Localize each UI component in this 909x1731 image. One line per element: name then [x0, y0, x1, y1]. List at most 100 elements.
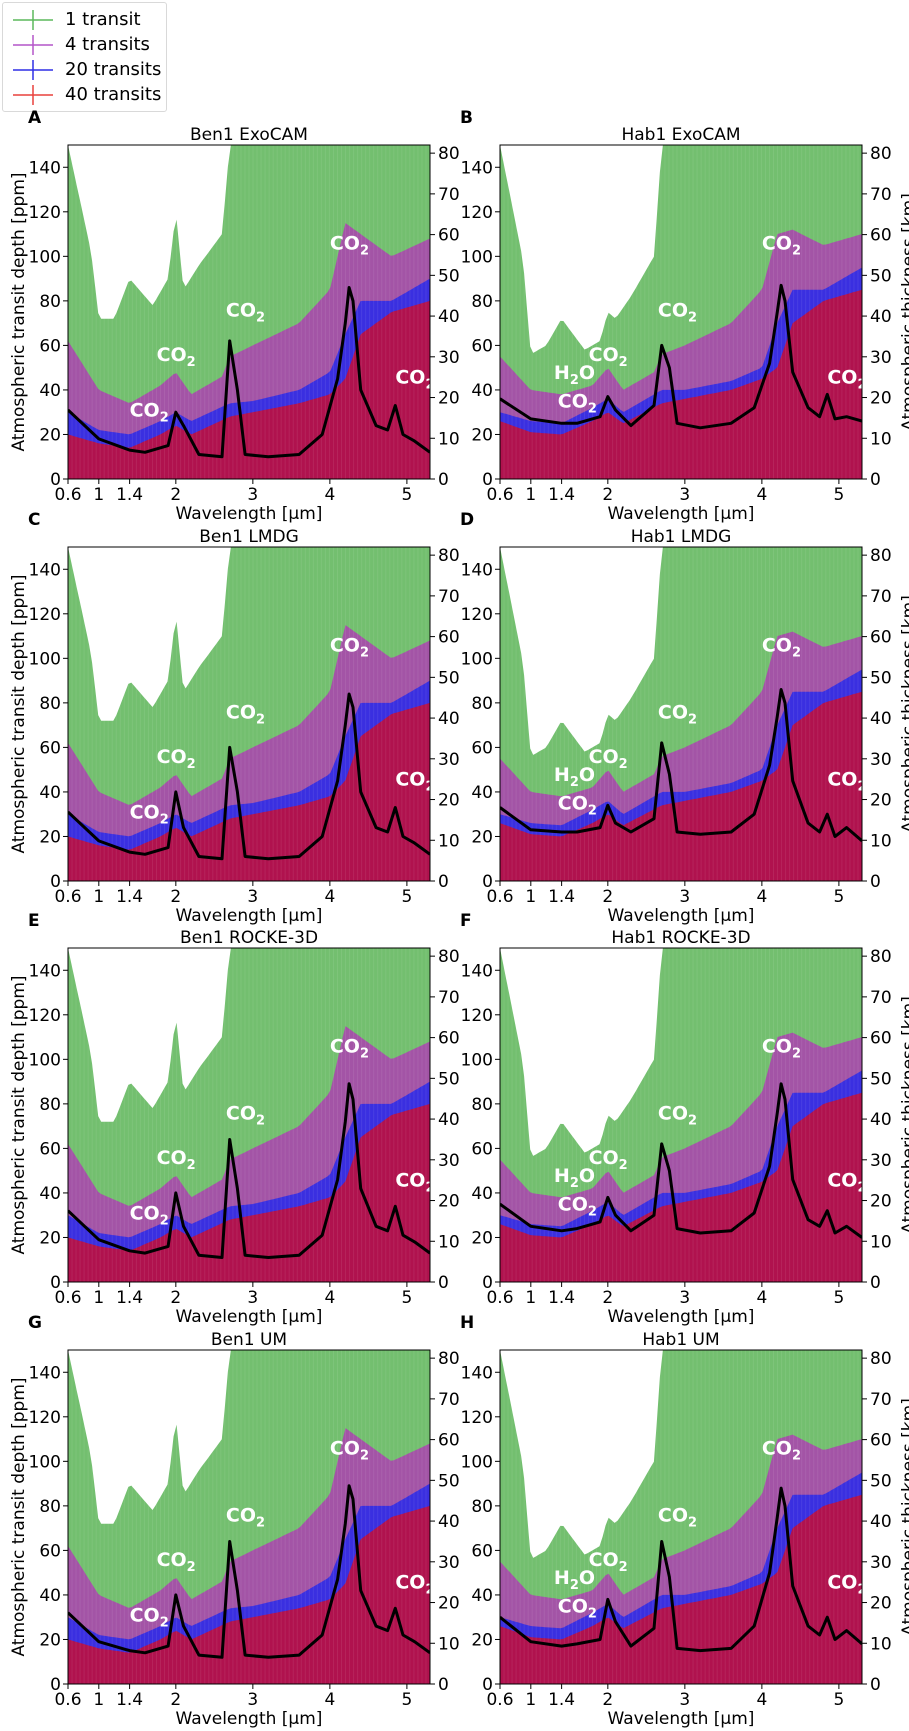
y-tick-label: 120	[461, 203, 493, 223]
y-tick-label: 120	[29, 203, 61, 223]
legend-label: 1 transit	[65, 9, 141, 30]
x-tick-label: 5	[401, 1288, 412, 1308]
annotation-label: H2O	[554, 764, 595, 790]
x-tick-label: 5	[833, 1288, 844, 1308]
panel-letter: F	[460, 911, 472, 931]
spectrum-line	[68, 286, 430, 459]
y2-tick-label: 40	[438, 709, 460, 729]
y2-tick-label: 10	[870, 429, 892, 449]
annotation-label: CO2	[827, 768, 866, 794]
y2-tick-label: 70	[438, 185, 460, 205]
y-tick-label: 0	[482, 470, 493, 490]
plot-area: CO2 CO2 CO2 CO2 CO2	[68, 145, 434, 479]
x-tick-label: 5	[401, 485, 412, 505]
panel-letter: D	[460, 510, 474, 530]
x-axis-label: Wavelength [µm]	[608, 504, 755, 524]
x-tick-label: 4	[324, 1690, 335, 1710]
x-tick-label: 1.4	[548, 485, 575, 505]
y2-tick-label: 60	[870, 1029, 892, 1049]
x-tick-label: 3	[679, 887, 690, 907]
x-tick-label: 2	[170, 887, 181, 907]
annotation-label: CO2	[558, 793, 597, 819]
panel-letter: E	[28, 911, 40, 931]
x-axis-label: Wavelength [µm]	[608, 1709, 755, 1729]
y-tick-label: 0	[50, 872, 61, 892]
y-tick-label: 20	[39, 1630, 61, 1650]
axes-frame	[67, 947, 431, 1283]
y-tick-label: 120	[461, 1006, 493, 1026]
y-tick-label: 80	[471, 694, 493, 714]
y-tick-label: 120	[29, 1006, 61, 1026]
x-tick-label: 1.4	[116, 1288, 143, 1308]
x-tick-label: 1	[525, 485, 536, 505]
y-tick-label: 0	[482, 1675, 493, 1695]
x-axis-label: Wavelength [µm]	[608, 906, 755, 926]
x-tick-label: 5	[833, 1690, 844, 1710]
x-tick-label: 4	[756, 1690, 767, 1710]
panel-letter: B	[460, 108, 473, 128]
legend-item-4-transits: 4 transits	[13, 34, 163, 56]
y2-tick-label: 60	[870, 628, 892, 648]
y2-tick-label: 60	[438, 226, 460, 246]
y2-tick-label: 60	[438, 1029, 460, 1049]
annotation-label: H2O	[554, 1165, 595, 1191]
x-tick-label: 2	[602, 1690, 613, 1710]
spectrum-line	[68, 1082, 430, 1259]
y2-tick-label: 30	[870, 348, 892, 368]
y-tick-label: 60	[39, 738, 61, 758]
y2-tick-label: 20	[870, 1192, 892, 1212]
y2-tick-label: 50	[438, 266, 460, 286]
y-tick-label: 120	[461, 1408, 493, 1428]
band-40-transits	[68, 1505, 430, 1684]
annotation-label: CO2	[157, 1147, 196, 1173]
legend-label: 40 transits	[65, 84, 162, 105]
y-tick-label: 20	[39, 425, 61, 445]
panel-letter: H	[460, 1313, 474, 1333]
y-tick-label: 100	[461, 1452, 493, 1472]
panel-letter: C	[28, 510, 40, 530]
legend-swatch-icon	[13, 35, 53, 55]
y-tick-label: 80	[471, 292, 493, 312]
spectrum-line	[68, 692, 430, 861]
x-tick-label: 1	[525, 887, 536, 907]
axes-frame	[67, 1349, 431, 1685]
y2-tick-label: 10	[438, 831, 460, 851]
y2-tick-label: 50	[870, 1069, 892, 1089]
band-40-transits	[68, 1103, 430, 1282]
x-tick-label: 2	[602, 1288, 613, 1308]
x-tick-label: 1.4	[116, 887, 143, 907]
y2-tick-label: 80	[438, 144, 460, 164]
y2-tick-label: 10	[438, 1232, 460, 1252]
y-axis-label: Atmospheric transit depth [ppm]	[9, 172, 29, 451]
spectrum-line	[500, 1486, 862, 1653]
y2-tick-label: 40	[870, 709, 892, 729]
y2-axis-label: Atmospheric thickness [km]	[899, 595, 909, 833]
y-tick-label: 80	[39, 694, 61, 714]
y-tick-label: 140	[29, 560, 61, 580]
y-axis-label: Atmospheric transit depth [ppm]	[9, 1377, 29, 1656]
annotation-label: CO2	[827, 1571, 866, 1597]
x-tick-label: 1	[93, 1690, 104, 1710]
x-axis-label: Wavelength [µm]	[176, 1307, 323, 1327]
annotation-label: H2O	[554, 362, 595, 388]
y-tick-label: 80	[39, 292, 61, 312]
y2-tick-label: 20	[870, 1594, 892, 1614]
y2-tick-label: 30	[870, 1553, 892, 1573]
y-tick-label: 140	[461, 1363, 493, 1383]
axes-frame	[67, 144, 431, 480]
plot-area: CO2 CO2 CO2 CO2 CO2	[68, 547, 430, 881]
panel-letter: A	[28, 108, 42, 128]
y-tick-label: 100	[29, 1050, 61, 1070]
y2-axis-label: Atmospheric thickness [km]	[899, 193, 909, 431]
annotation-label: CO2	[395, 1169, 434, 1195]
annotation-label: CO2	[395, 366, 434, 392]
annotation-label: CO2	[589, 1147, 628, 1173]
y2-tick-label: 70	[870, 587, 892, 607]
x-tick-label: 3	[247, 1288, 258, 1308]
axes-frame	[499, 144, 863, 480]
y-tick-label: 80	[471, 1095, 493, 1115]
y-tick-label: 40	[39, 381, 61, 401]
